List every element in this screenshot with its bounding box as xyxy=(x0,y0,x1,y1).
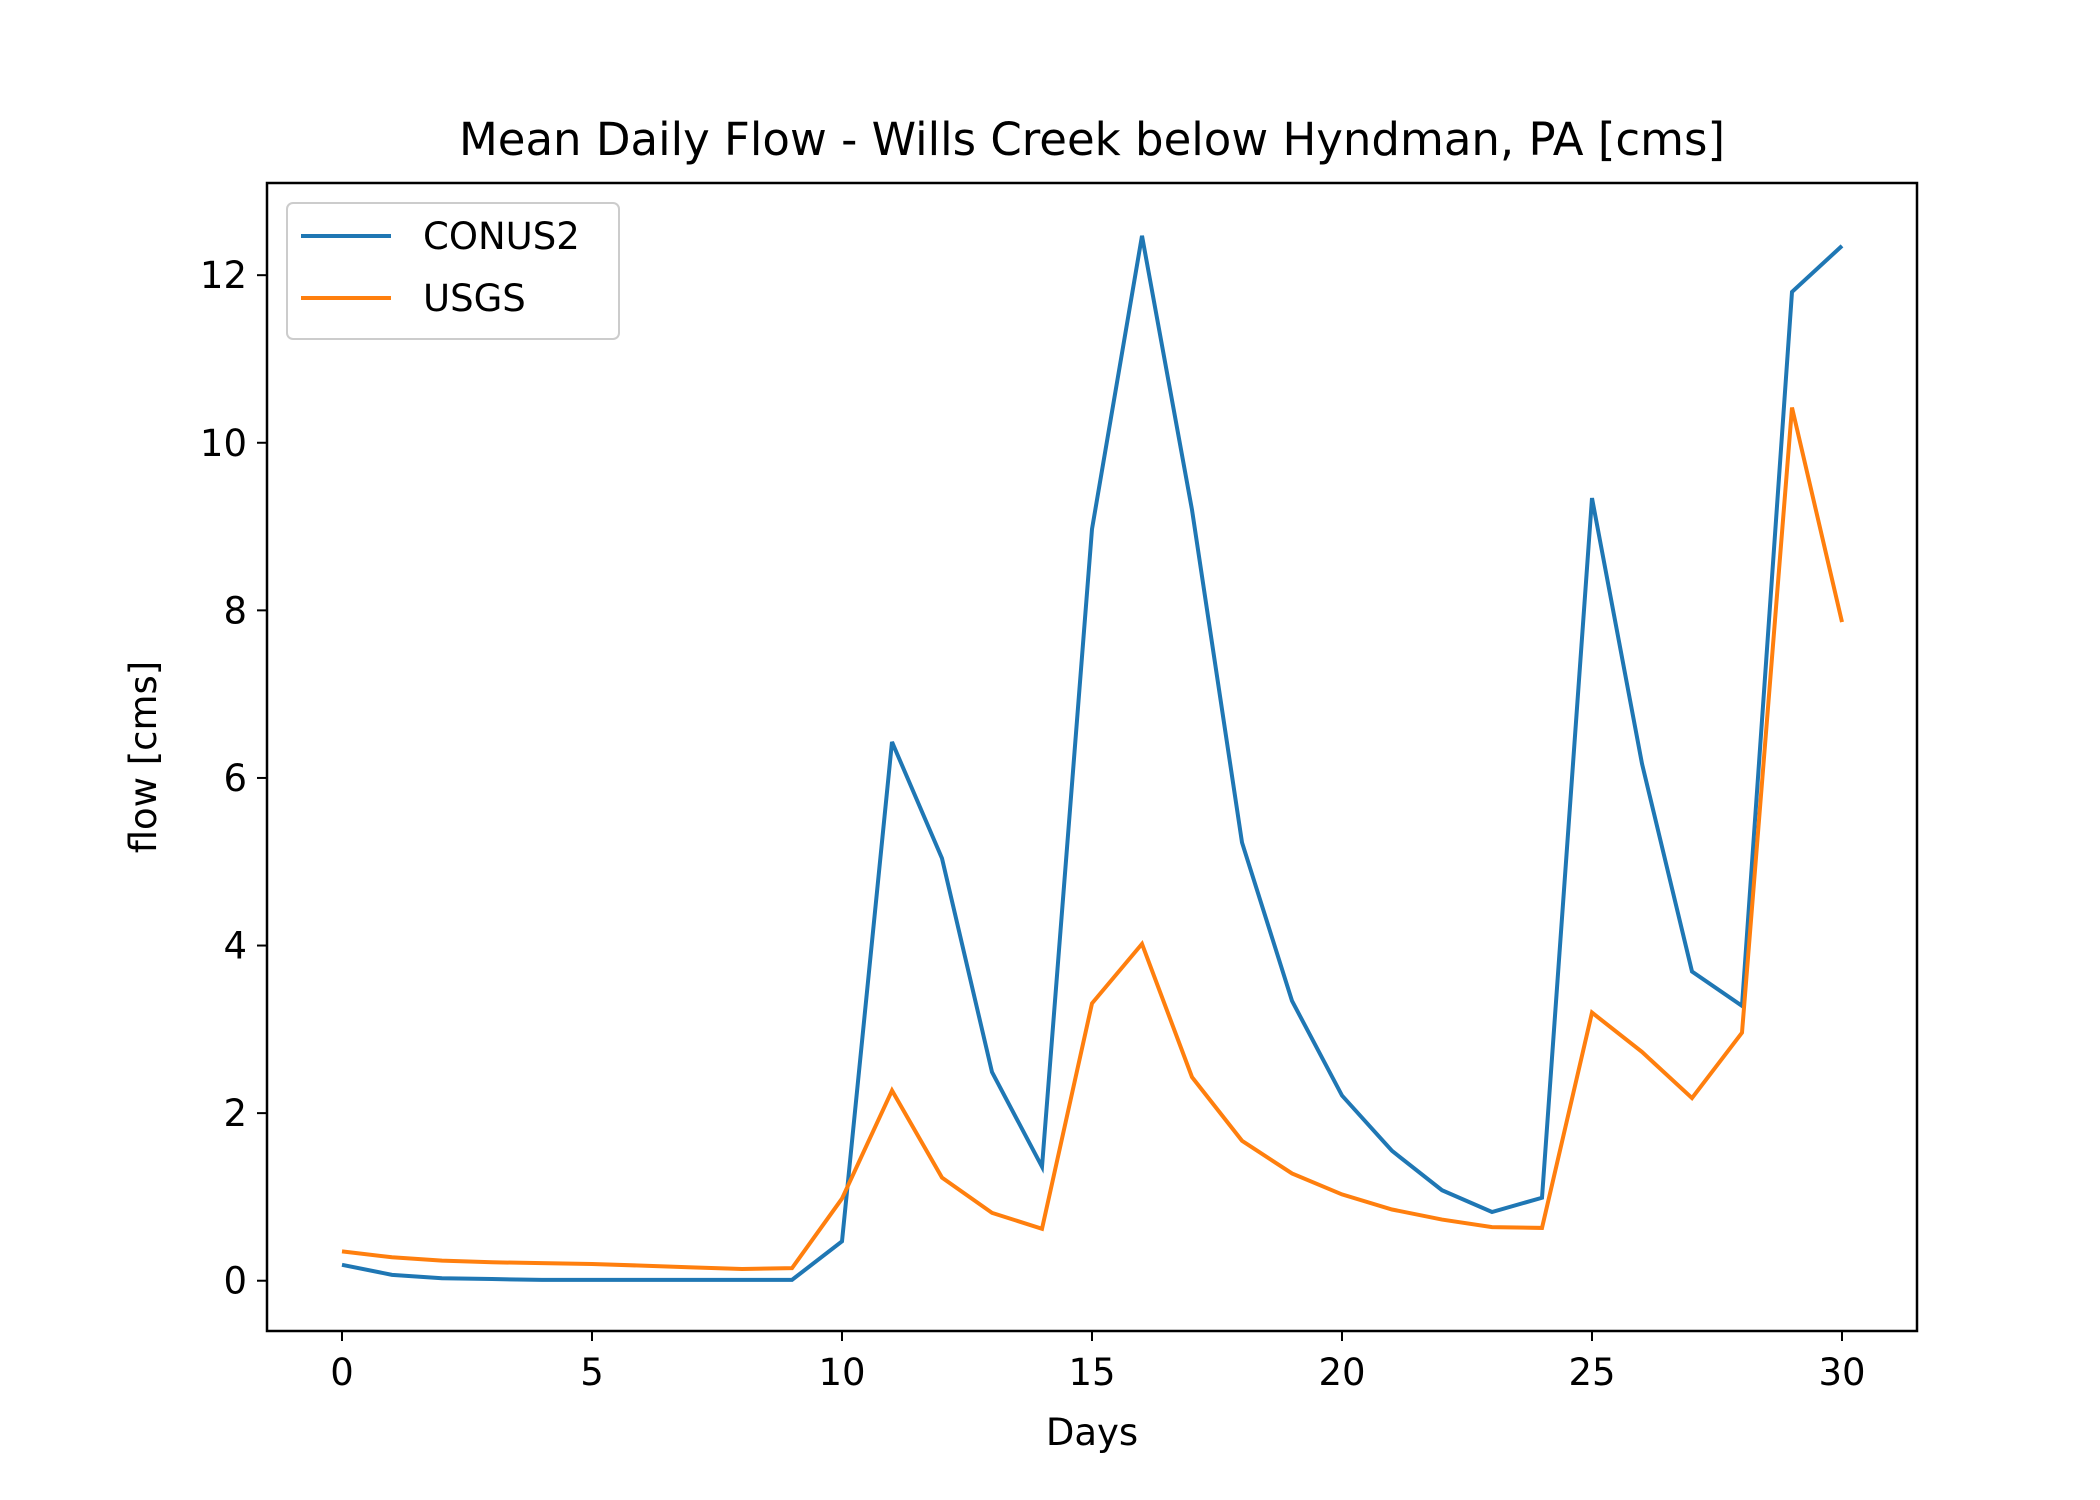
data-point-conus2 xyxy=(489,1276,495,1282)
data-point-conus2 xyxy=(1189,507,1195,513)
data-point-usgs xyxy=(1739,1030,1745,1036)
x-tick-label: 20 xyxy=(1318,1351,1365,1394)
data-point-usgs xyxy=(989,1210,995,1216)
data-point-usgs xyxy=(1689,1095,1695,1101)
data-point-conus2 xyxy=(1839,243,1845,249)
data-point-conus2 xyxy=(989,1069,995,1075)
legend-label-conus2: CONUS2 xyxy=(423,215,580,258)
series-layer xyxy=(339,233,1845,1283)
data-point-usgs xyxy=(1639,1049,1645,1055)
data-point-conus2 xyxy=(439,1275,445,1281)
data-point-usgs xyxy=(1039,1226,1045,1232)
x-axis-label: Days xyxy=(1046,1411,1138,1454)
data-point-conus2 xyxy=(1639,761,1645,767)
y-tick-label: 12 xyxy=(200,254,247,297)
data-point-usgs xyxy=(1489,1224,1495,1230)
data-point-usgs xyxy=(1139,941,1145,947)
y-tick-label: 6 xyxy=(223,757,247,800)
data-point-usgs xyxy=(1789,405,1795,411)
data-point-usgs xyxy=(789,1265,795,1271)
series-line-conus2 xyxy=(341,235,1844,1282)
data-point-usgs xyxy=(389,1254,395,1260)
data-point-usgs xyxy=(639,1263,645,1269)
y-axis-label: flow [cms] xyxy=(122,661,165,854)
data-point-conus2 xyxy=(1139,233,1145,239)
y-tick-label: 0 xyxy=(223,1260,247,1303)
x-axis: 0 5 10 15 20 25 30 xyxy=(330,1331,1866,1394)
data-point-usgs xyxy=(1289,1170,1295,1176)
data-point-usgs xyxy=(1339,1191,1345,1197)
data-point-usgs xyxy=(1089,1000,1095,1006)
x-tick-label: 5 xyxy=(580,1351,604,1394)
data-point-usgs xyxy=(1839,619,1845,625)
x-tick-label: 30 xyxy=(1818,1351,1865,1394)
y-axis: 0 2 4 6 8 10 12 xyxy=(200,254,267,1303)
legend: CONUS2 USGS xyxy=(286,202,620,340)
data-point-conus2 xyxy=(839,1238,845,1244)
x-tick-label: 15 xyxy=(1068,1351,1115,1394)
data-point-conus2 xyxy=(939,855,945,861)
data-point-conus2 xyxy=(589,1277,595,1283)
series-line-usgs xyxy=(341,407,1844,1271)
data-point-usgs xyxy=(589,1261,595,1267)
data-point-usgs xyxy=(439,1258,445,1264)
data-point-conus2 xyxy=(689,1277,695,1283)
y-tick-label: 10 xyxy=(200,422,247,465)
data-point-usgs xyxy=(1589,1010,1595,1016)
data-point-usgs xyxy=(339,1248,345,1254)
data-point-usgs xyxy=(689,1264,695,1270)
legend-label-usgs: USGS xyxy=(423,277,526,320)
data-point-conus2 xyxy=(1389,1148,1395,1154)
data-point-usgs xyxy=(739,1266,745,1272)
data-point-usgs xyxy=(1189,1074,1195,1080)
data-point-conus2 xyxy=(389,1272,395,1278)
data-point-usgs xyxy=(939,1175,945,1181)
data-point-conus2 xyxy=(739,1277,745,1283)
data-point-conus2 xyxy=(1589,495,1595,501)
data-point-usgs xyxy=(839,1196,845,1202)
chart-title: Mean Daily Flow - Wills Creek below Hynd… xyxy=(459,113,1725,166)
y-tick-label: 4 xyxy=(223,925,247,968)
data-point-conus2 xyxy=(1239,839,1245,845)
data-point-conus2 xyxy=(1689,969,1695,975)
x-tick-label: 10 xyxy=(818,1351,865,1394)
plot-frame xyxy=(265,181,1919,1333)
data-point-conus2 xyxy=(1289,998,1295,1004)
data-point-usgs xyxy=(1389,1207,1395,1213)
data-point-conus2 xyxy=(1089,526,1095,532)
data-point-usgs xyxy=(489,1259,495,1265)
x-tick-label: 0 xyxy=(330,1351,354,1394)
data-point-conus2 xyxy=(1339,1093,1345,1099)
data-point-conus2 xyxy=(1789,289,1795,295)
data-point-conus2 xyxy=(1539,1195,1545,1201)
data-point-conus2 xyxy=(789,1277,795,1283)
data-point-conus2 xyxy=(539,1277,545,1283)
data-point-conus2 xyxy=(339,1262,345,1268)
data-point-conus2 xyxy=(889,739,895,745)
data-point-usgs xyxy=(539,1260,545,1266)
y-tick-label: 8 xyxy=(223,589,247,632)
data-point-usgs xyxy=(1439,1217,1445,1223)
data-point-usgs xyxy=(1239,1138,1245,1144)
data-point-usgs xyxy=(889,1088,895,1094)
data-point-conus2 xyxy=(1439,1187,1445,1193)
data-point-conus2 xyxy=(639,1277,645,1283)
y-tick-label: 2 xyxy=(223,1092,247,1135)
data-point-conus2 xyxy=(1039,1164,1045,1170)
x-tick-label: 25 xyxy=(1568,1351,1615,1394)
data-point-usgs xyxy=(1539,1225,1545,1231)
data-point-conus2 xyxy=(1489,1209,1495,1215)
